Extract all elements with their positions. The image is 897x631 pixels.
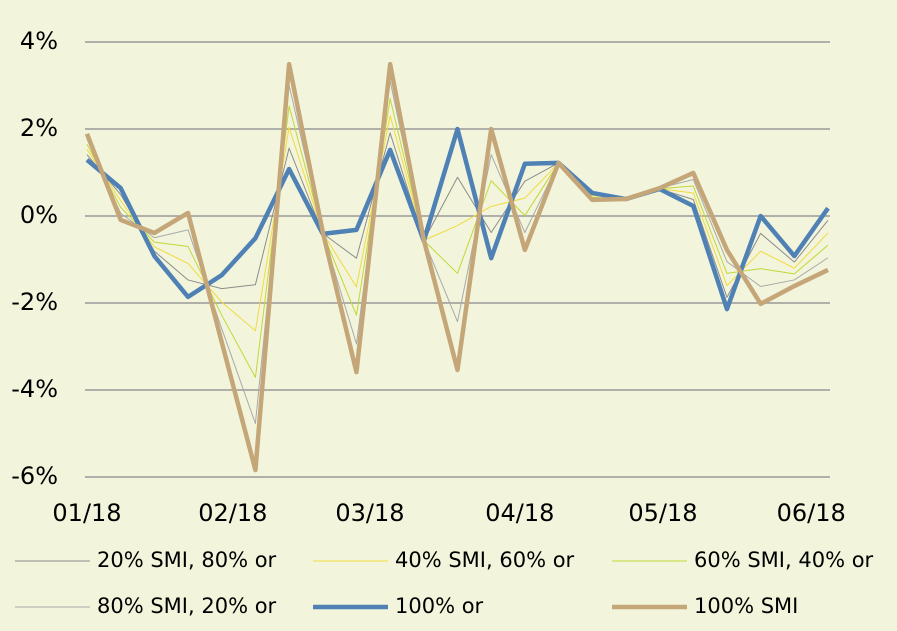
y-tick-label: -2% [11, 288, 58, 316]
legend-label: 40% SMI, 60% or [395, 548, 575, 572]
series-line [86, 115, 829, 332]
y-tick-label: -6% [11, 462, 58, 490]
y-tick-label: 4% [20, 27, 58, 55]
x-tick-label: 06/18 [777, 499, 846, 527]
series-line [86, 132, 829, 298]
legend-label: 60% SMI, 40% or [694, 548, 874, 572]
legend-label: 80% SMI, 20% or [97, 594, 277, 618]
legend-label: 20% SMI, 80% or [97, 548, 277, 572]
legend-label: 100% SMI [694, 594, 798, 618]
y-tick-label: 0% [20, 201, 58, 229]
x-tick-label: 03/18 [335, 499, 404, 527]
y-tick-label: 2% [20, 114, 58, 142]
x-tick-label: 04/18 [485, 499, 554, 527]
x-tick-label: 01/18 [52, 499, 121, 527]
series-line [84, 61, 829, 473]
legend-label: 100% or [395, 594, 484, 618]
y-tick-label: -4% [11, 375, 58, 403]
x-tick-label: 05/18 [628, 499, 697, 527]
series-line [85, 126, 830, 312]
x-tick-label: 02/18 [198, 499, 267, 527]
